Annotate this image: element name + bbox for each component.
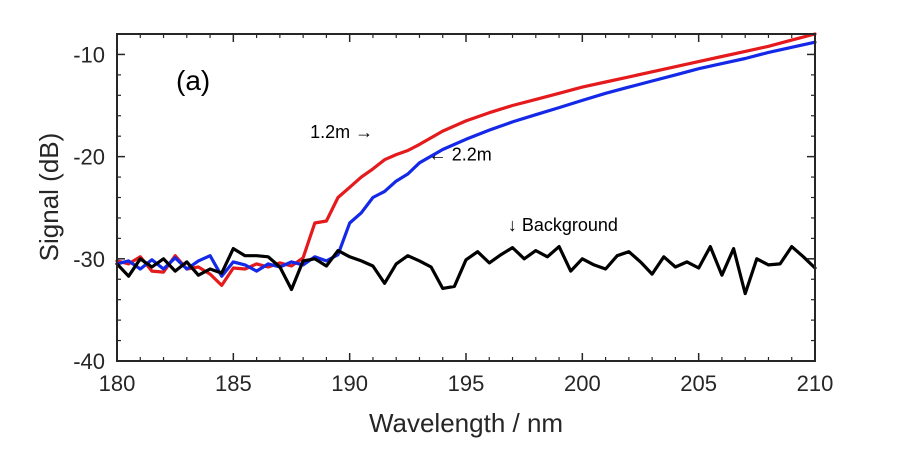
x-tick-label: 195 <box>448 371 485 396</box>
panel-label: (a) <box>176 65 210 96</box>
x-tick-label: 190 <box>331 371 368 396</box>
x-tick-label: 185 <box>215 371 252 396</box>
series-line-background <box>115 245 817 296</box>
y-tick-label: -40 <box>73 349 105 374</box>
x-tick-label: 205 <box>680 371 717 396</box>
y-tick-label: -10 <box>73 42 105 67</box>
annotation-1-2m: 1.2m → <box>310 122 373 142</box>
y-tick-label: -30 <box>73 247 105 272</box>
y-axis-title: Signal (dB) <box>34 133 64 262</box>
x-axis-title: Wavelength / nm <box>369 408 563 438</box>
y-tick-label: -20 <box>73 145 105 170</box>
series-line-1-2m <box>115 32 817 287</box>
annotation-2-2m: ← 2.2m <box>429 145 492 165</box>
x-tick-label: 180 <box>99 371 136 396</box>
annotation-background: ↓ Background <box>508 215 618 235</box>
x-tick-label: 200 <box>564 371 601 396</box>
series-line-2-2m <box>115 40 817 278</box>
x-tick-label: 210 <box>797 371 834 396</box>
